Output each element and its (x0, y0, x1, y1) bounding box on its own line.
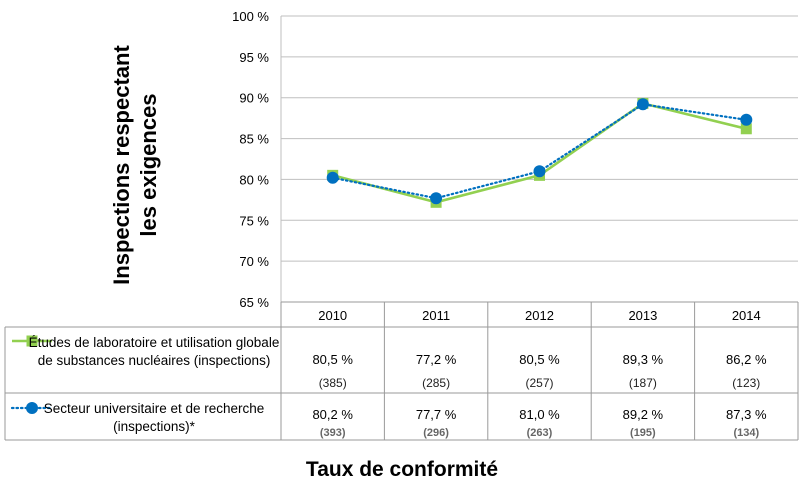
table-count-cell: (285) (422, 376, 451, 390)
table-count-cell: (263) (526, 427, 553, 439)
y-tick-label: 75 % (239, 213, 269, 228)
data-point-marker (636, 98, 649, 111)
legend-marker-series-2 (26, 402, 38, 414)
y-tick-label: 95 % (239, 50, 269, 65)
table-count-cell: (296) (423, 427, 449, 439)
table-value-cell: 86,2 % (726, 352, 767, 367)
legend-label-series-2: Secteur universitaire et de recherche (i… (43, 401, 265, 434)
y-tick-label: 90 % (239, 91, 269, 106)
x-tick-label: 2014 (732, 308, 761, 323)
table-value-cell: 77,7 % (415, 407, 457, 422)
table-value-cell: 87,3 % (726, 407, 767, 422)
table-count-cell: (257) (525, 376, 554, 390)
x-tick-label: 2010 (318, 308, 347, 323)
table-value-cell: 80,2 % (312, 407, 353, 422)
table-value-cell: 89,3 % (622, 352, 664, 367)
y-tick-label: 100 % (232, 9, 269, 24)
y-tick-label: 85 % (239, 132, 269, 147)
data-point-marker (326, 171, 339, 184)
series-line-1 (332, 101, 747, 204)
y-tick-label: 65 % (239, 295, 269, 310)
series-line-2 (331, 103, 748, 200)
table-count-cell: (134) (733, 427, 760, 439)
table-value-cell: 81,0 % (519, 407, 560, 422)
data-point-marker (430, 192, 443, 205)
table-count-cell: (123) (732, 376, 761, 390)
table-count-cell: (187) (628, 376, 657, 390)
table-value-cell: 77,2 % (415, 352, 457, 367)
legend-label-series-1: Études de laboratoire et utilisation glo… (28, 335, 280, 368)
table-count-cell: (195) (630, 427, 656, 439)
x-tick-label: 2012 (525, 308, 554, 323)
table-value-cell: 80,5 % (519, 352, 560, 367)
table-value-cell: 80,5 % (312, 352, 353, 367)
y-tick-label: 80 % (239, 172, 269, 187)
x-tick-label: 2011 (422, 308, 450, 323)
table-count-cell: (385) (318, 376, 347, 390)
table-count-cell: (393) (319, 427, 346, 439)
data-point-marker (533, 165, 546, 178)
y-axis-title-wrap: Inspections respectant les exigences (100, 30, 170, 300)
x-axis-title: Taux de conformité (305, 458, 499, 481)
y-tick-label: 70 % (239, 254, 269, 269)
data-point-marker (740, 113, 753, 126)
x-tick-label: 2013 (628, 308, 657, 323)
legend-marker-series-1 (26, 335, 38, 347)
y-axis-title: Inspections respectant les exigences (109, 45, 161, 285)
table-value-cell: 89,2 % (622, 407, 664, 422)
data-point-marker (740, 123, 752, 135)
